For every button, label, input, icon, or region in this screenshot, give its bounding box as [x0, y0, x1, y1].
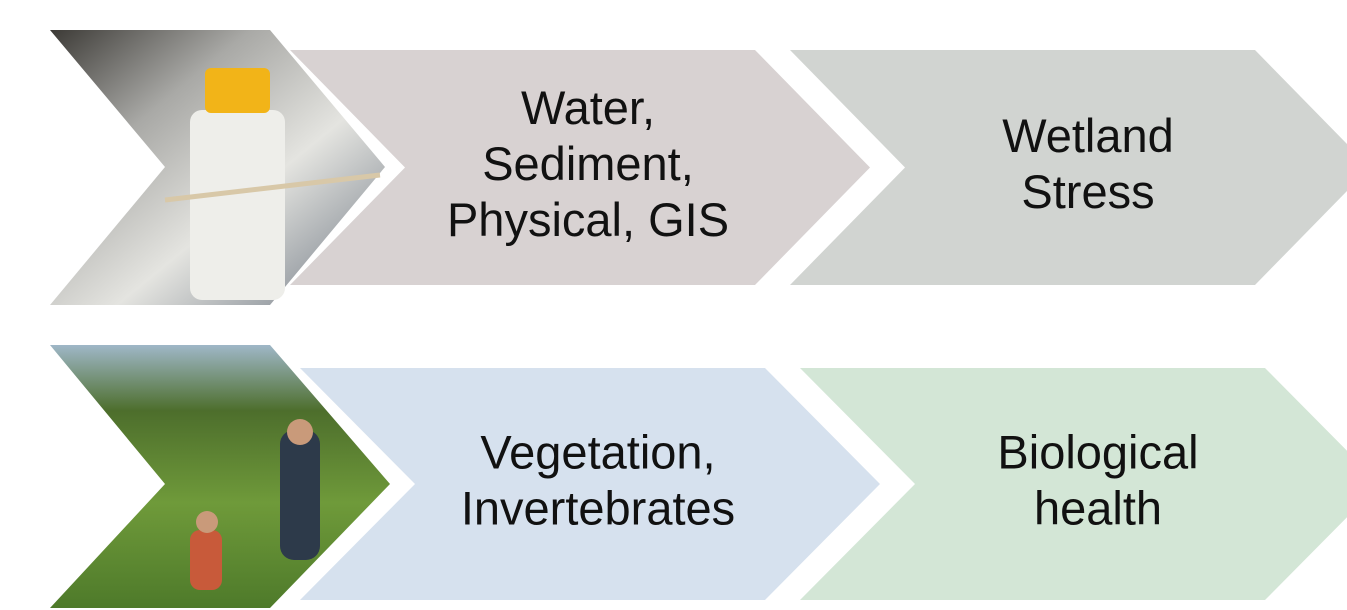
process-diagram: Water,Sediment,Physical, GIS WetlandStres…	[0, 0, 1347, 610]
step-label: health	[1034, 481, 1162, 534]
step-label: Physical, GIS	[447, 193, 729, 246]
step-label: Invertebrates	[461, 481, 735, 534]
step-label: Sediment,	[482, 137, 694, 190]
step-label: Wetland	[1002, 109, 1174, 162]
step-label: Vegetation,	[480, 425, 715, 478]
step-label: Water,	[521, 81, 655, 134]
step-label: Biological	[997, 425, 1198, 478]
step-label: Stress	[1021, 165, 1154, 218]
steps: Water,Sediment,Physical, GIS WetlandStres…	[290, 50, 1347, 600]
